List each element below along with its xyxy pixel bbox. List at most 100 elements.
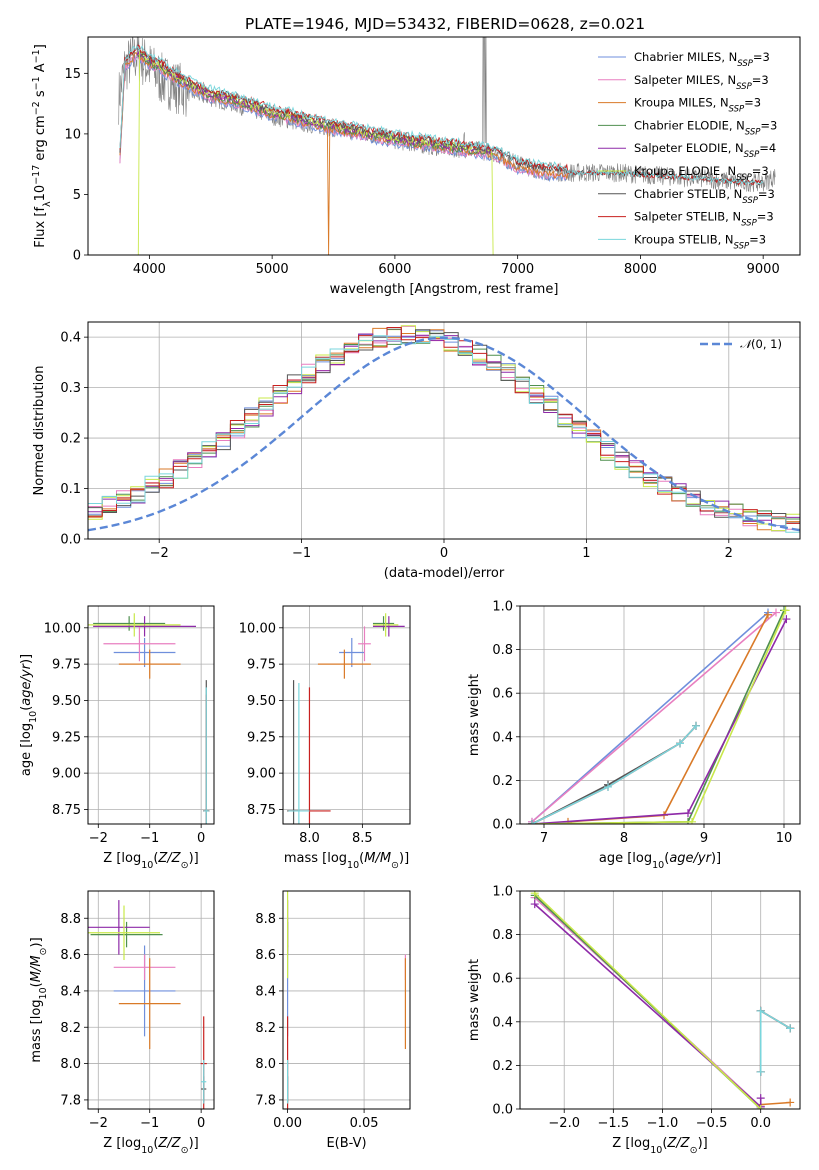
label-part: (: [153, 851, 158, 866]
y-tick-label: 0.2: [492, 1059, 513, 1074]
normal-legend-label: 𝒩(0, 1): [740, 337, 782, 351]
axes-frame: [282, 890, 411, 1110]
legend-nssp: =4: [759, 141, 776, 155]
label-part: )]: [189, 851, 199, 866]
axes-frame: [87, 605, 215, 825]
weight-marker-kroupa_stelib: [756, 1006, 765, 1015]
legend-text: Salpeter STELIB, N: [634, 210, 741, 224]
x-tick-label: −2: [150, 546, 169, 561]
legend-label-kroupa_miles: Kroupa MILES, NSSP=3: [634, 96, 761, 115]
weight-marker-kroupa_stelib: [756, 1067, 765, 1076]
y-tick-label: 0.6: [492, 687, 513, 702]
x-axis-label: wavelength [Angstrom, rest frame]: [330, 282, 559, 297]
x-tick-label: 7000: [501, 262, 534, 277]
weight-series-kroupa_stelib: [756, 1006, 795, 1076]
weight-marker-salpeter_elodie: [782, 615, 791, 624]
axes-frame: [87, 321, 801, 540]
label-part: )]: [29, 937, 44, 947]
x-tick-label: 1: [582, 546, 590, 561]
y-tick-label: 15: [64, 67, 81, 82]
y-tick-label: 9.25: [247, 730, 276, 745]
legend-nssp: =3: [752, 164, 769, 178]
label-part: M/M: [29, 955, 44, 982]
y-tick-label: 1.0: [492, 600, 513, 615]
plot-area: [118, 37, 776, 255]
panel-mass_vs_Z: −2 −1 07.88.08.28.48.68.8Z [log10(Z/Z⊙)]ma…: [29, 890, 215, 1156]
x-tick-label: 9000: [747, 262, 780, 277]
label-part: s: [33, 90, 48, 101]
y-tick-label: 0.4: [492, 1015, 513, 1030]
x-tick-label: −2: [89, 831, 108, 846]
label-part: )]: [19, 654, 34, 664]
legend-nssp: =3: [757, 210, 774, 224]
legend-label-salpeter_elodie: Salpeter ELODIE, NSSP=4: [634, 141, 776, 160]
weight-marker-kroupa_elodie: [688, 817, 696, 824]
legend-nssp: =3: [752, 73, 769, 87]
label-part: age/yr: [19, 662, 34, 705]
label-part: (0, 1): [751, 337, 782, 351]
label-part: mass weight: [467, 674, 482, 756]
weight-marker-kroupa_elodie: [781, 606, 790, 615]
legend-label-kroupa_stelib: Kroupa STELIB, NSSP=3: [634, 232, 766, 251]
errorbar-kroupa_miles: [118, 649, 181, 679]
legend-subscript: SSP: [744, 150, 760, 160]
label-part: (: [29, 982, 44, 987]
label-part: 10: [28, 711, 39, 723]
errorbar-kroupa_stelib: [203, 687, 209, 824]
label-part: (: [19, 706, 34, 711]
label-part: 10: [652, 860, 664, 871]
errorbar-kroupa_miles: [317, 649, 371, 679]
weight-marker-salpeter_miles: [772, 608, 780, 617]
label-part: A: [33, 63, 48, 76]
label-part: )]: [399, 851, 409, 866]
plot-area: [530, 891, 795, 1109]
errorbar-salpeter_miles: [103, 626, 176, 662]
legend-nssp: =3: [744, 96, 761, 110]
legend-subscript: SSP: [741, 219, 757, 229]
label-part: Z/Z: [157, 1136, 181, 1151]
y-tick-label: 7.8: [255, 1093, 276, 1108]
errorbar-kroupa_elodie: [88, 905, 160, 961]
errorbar-salpeter_elodie: [372, 616, 405, 637]
label-part: E(B-V): [326, 1136, 366, 1151]
y-axis-label: mass [log10(M/M⊙)]: [29, 937, 49, 1062]
legend-label-chabrier_elodie: Chabrier ELODIE, NSSP=3: [634, 118, 777, 137]
y-axis-label: Normed distribution: [32, 366, 47, 496]
label-part: ⊙: [690, 1145, 698, 1156]
y-tick-label: 8.2: [60, 1021, 81, 1036]
label-part: ]: [33, 44, 48, 49]
legend-text: Kroupa STELIB, N: [634, 232, 734, 246]
legend-nssp: =3: [753, 50, 770, 64]
residual-histogram-chabrier_stelib: [88, 328, 800, 524]
y-tick-label: 8.4: [60, 984, 81, 999]
legend-nssp: =3: [749, 232, 766, 246]
legend-text: Kroupa MILES, N: [634, 96, 729, 110]
errorbar-kroupa_stelib: [201, 1059, 207, 1104]
y-axis-label: Flux [fλ10−17 erg cm−2 s−1 A−1]: [31, 44, 53, 248]
y-tick-label: 8.75: [52, 803, 81, 818]
y-tick-label: 0.2: [492, 774, 513, 789]
y-tick-label: 8.0: [60, 1057, 81, 1072]
x-axis-label: Z [log10(Z/Z⊙)]: [612, 1136, 707, 1156]
y-tick-label: 1.0: [492, 885, 513, 900]
label-part: −1: [31, 49, 42, 63]
errorbar-chabrier_elodie: [372, 616, 395, 631]
label-part: Z [log: [103, 1136, 141, 1151]
y-axis-label: mass weight: [467, 674, 482, 756]
legend-label-salpeter_miles: Salpeter MILES, NSSP=3: [634, 73, 769, 92]
x-tick-label: 8: [620, 831, 628, 846]
errorbar-kroupa_elodie: [88, 613, 181, 637]
y-tick-label: 8.6: [60, 948, 81, 963]
label-part: ⊙: [181, 860, 189, 871]
errorbar-kroupa_elodie: [372, 613, 399, 637]
legend-subscript: SSP: [736, 173, 752, 183]
label-part: Z/Z: [666, 1136, 690, 1151]
label-part: λ: [42, 201, 53, 207]
x-tick-label: 8000: [624, 262, 657, 277]
legend-text: Salpeter ELODIE, N: [634, 141, 744, 155]
label-part: (: [664, 851, 669, 866]
normal-distribution-curve: [88, 336, 800, 532]
y-axis-label: age [log10(age/yr)]: [19, 654, 39, 776]
